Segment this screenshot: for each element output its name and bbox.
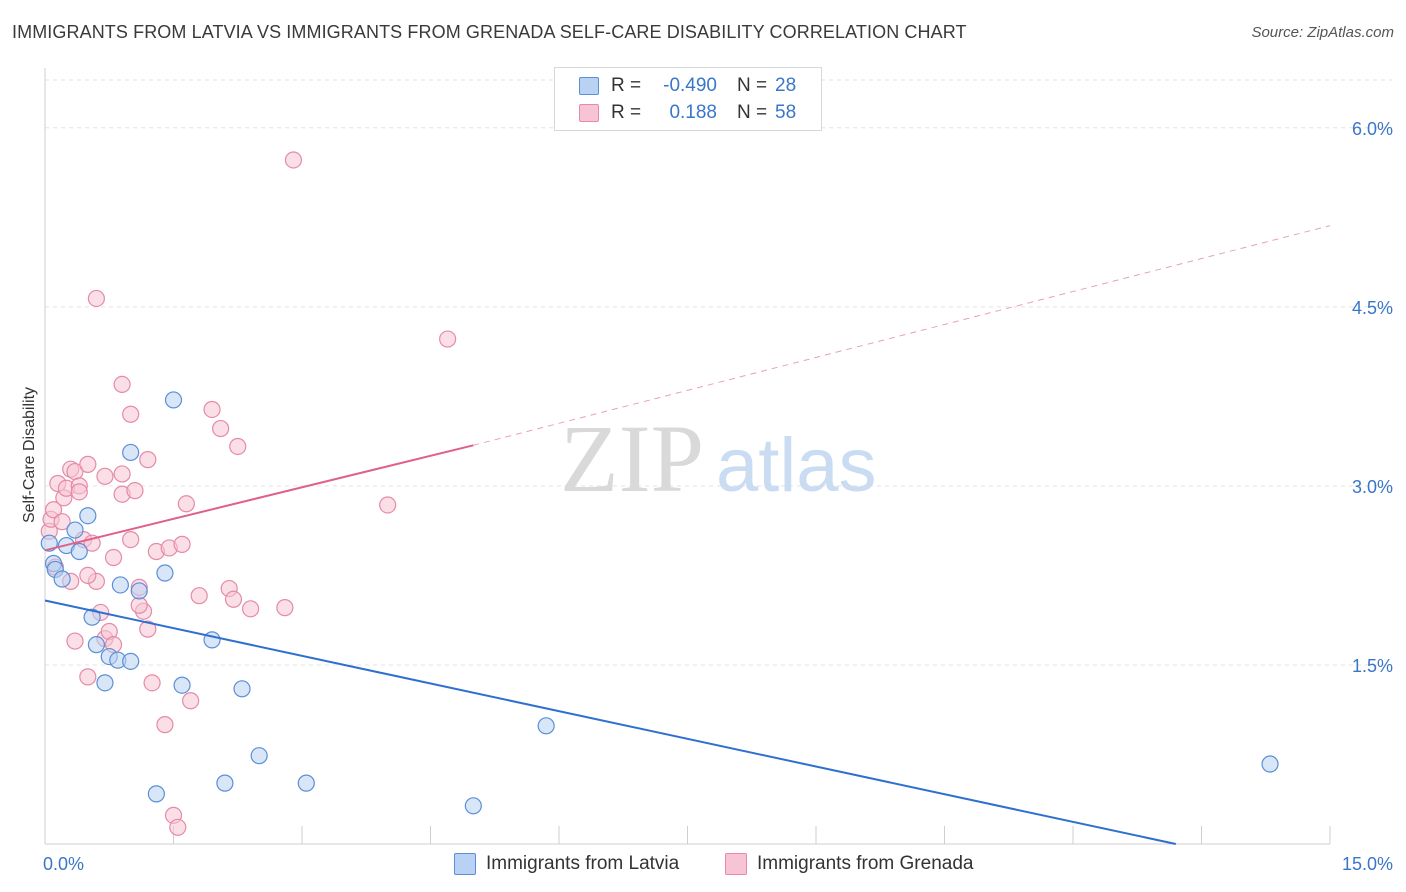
grenada-point [182,692,200,710]
latvia-point [297,774,315,792]
x-tick-label: 15.0% [1342,854,1393,874]
latvia-point [40,534,58,552]
grenada-point [229,437,247,456]
grenada-point [70,483,88,501]
grenada-point [104,548,123,567]
grenada-point [79,455,97,473]
latvia-point [96,674,114,692]
grenada-trend-line [44,444,474,552]
grenada-point [113,465,131,483]
latvia-point [79,507,97,525]
grenada-point [126,482,144,500]
legend-label: Immigrants from Grenada [757,853,974,874]
latvia-point [537,717,555,735]
latvia-point [70,542,88,561]
latvia-point [122,652,140,670]
y-tick-label: 6.0% [1352,119,1393,139]
y-tick-label: 4.5% [1352,298,1393,318]
grenada-point [122,530,140,549]
grenada-point [242,600,260,618]
grenada-point [122,405,140,423]
stats-row-grenada: R = 0.188 N = 58 [579,100,796,126]
latvia-swatch [579,77,599,95]
grenada-point [276,599,294,617]
grenada-point [143,674,161,692]
grenada-point [224,590,243,608]
latvia-point [173,676,191,694]
grenada-trend-extension [473,225,1331,446]
trend-lines [44,225,1331,845]
latvia-point [250,747,268,765]
grenada-point [156,716,174,734]
latvia-point [53,570,71,588]
latvia-point [111,576,129,594]
latvia-legend-swatch [454,853,476,875]
n-value: 58 [775,102,797,123]
data-points [40,151,1279,836]
latvia-point [464,797,482,815]
grenada-point [284,151,303,169]
n-value: 28 [775,75,797,96]
grenada-swatch [579,104,599,122]
r-label: R = [611,75,642,96]
grenada-point [44,501,63,519]
latvia-point [147,785,165,803]
grenada-point [96,467,114,485]
correlation-stats-box: R = -0.490 N = 28 R = 0.188 N = 58 [554,67,822,131]
grenada-point [139,451,157,469]
latvia-point [130,582,148,600]
latvia-point [83,608,101,626]
n-label: N = [737,102,768,123]
grenada-point [439,330,457,348]
stats-row-latvia: R = -0.490 N = 28 [579,73,796,99]
grenada-point [66,632,84,650]
r-label: R = [611,102,642,123]
grenada-point [177,495,195,513]
legend-label: Immigrants from Latvia [486,853,680,874]
r-value: -0.490 [663,75,717,96]
watermark-atlas: atlas [716,423,877,508]
grenada-point [173,535,191,553]
latvia-point [156,564,174,582]
latvia-trend-line [44,599,1177,845]
grenada-point [379,496,397,514]
grenada-point [203,400,221,419]
gridlines [45,79,1392,666]
watermark: ZIP atlas [560,405,877,512]
chart-title: IMMIGRANTS FROM LATVIA VS IMMIGRANTS FRO… [12,22,967,42]
grenada-point [190,587,208,605]
latvia-point [87,636,106,654]
grenada-point [53,513,71,531]
grenada-point [79,566,97,585]
grenada-point [169,818,187,836]
latvia-point [164,391,183,409]
n-label: N = [737,75,768,96]
tick-labels: 1.5% 3.0% 4.5% 6.0% 0.0% 15.0% [43,119,1393,874]
latvia-point [233,680,251,698]
grenada-point [113,375,131,394]
grenada-point [130,596,148,614]
latvia-point [216,774,234,792]
latvia-point [122,443,140,462]
grenada-point [212,419,230,438]
legend-item-latvia[interactable]: Immigrants from Latvia [454,852,679,876]
latvia-point [66,521,84,539]
grenada-point [87,289,106,308]
x-tick-label: 0.0% [43,854,84,874]
axes [44,68,1331,845]
y-tick-label: 1.5% [1352,656,1393,676]
legend-item-grenada[interactable]: Immigrants from Grenada [725,852,973,876]
grenada-point [79,668,97,686]
grenada-legend-swatch [725,853,747,875]
grenada-point [139,620,157,638]
y-tick-label: 3.0% [1352,477,1393,497]
source-label: Source: ZipAtlas.com [1251,24,1394,41]
latvia-point [1261,755,1279,773]
watermark-zip: ZIP [560,405,704,512]
r-value: 0.188 [669,102,717,123]
